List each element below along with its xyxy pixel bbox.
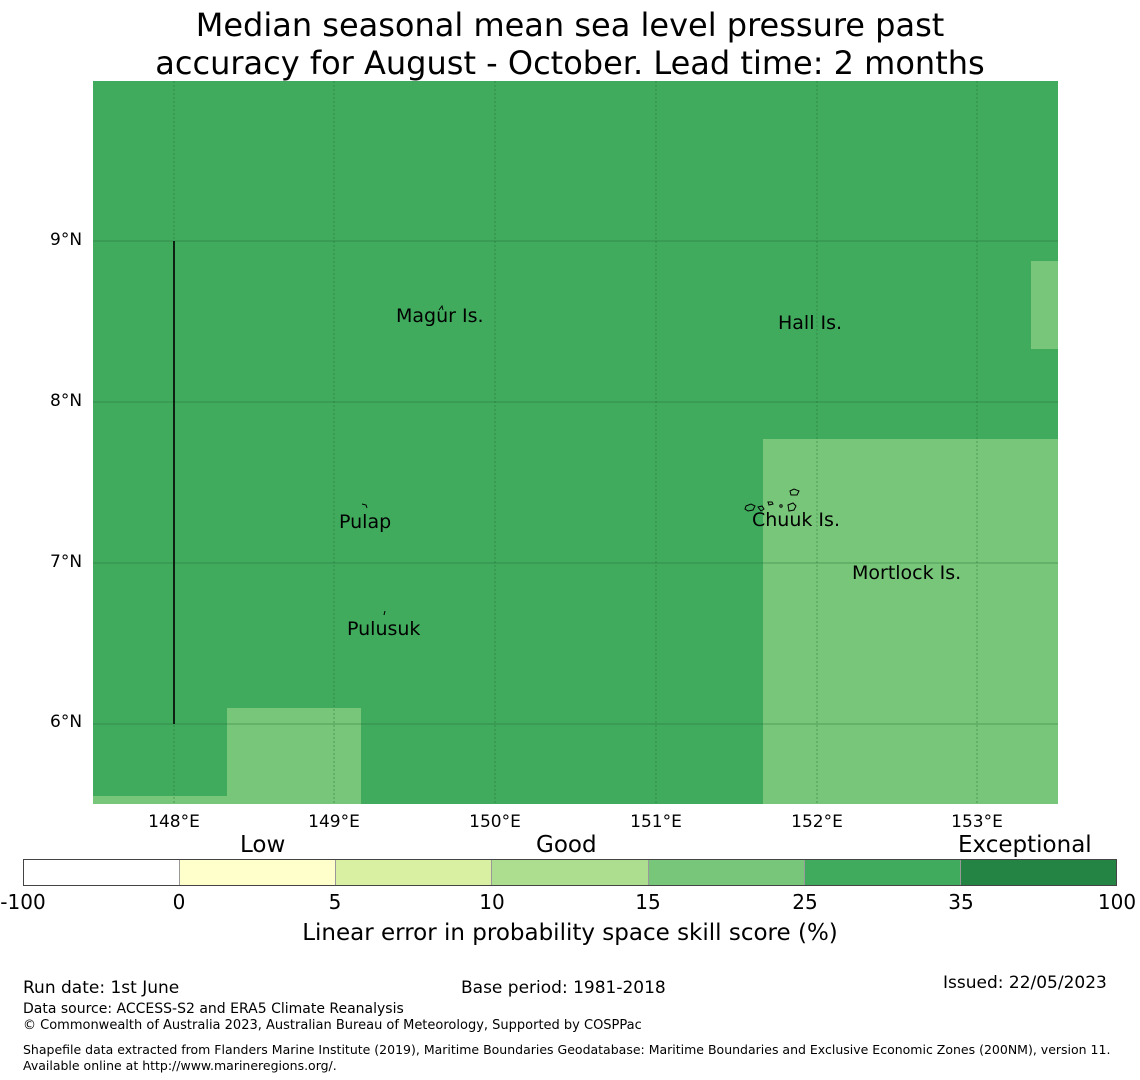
colorbar-swatch-5 [804, 860, 961, 885]
colorbar-tick: 25 [792, 890, 818, 914]
issued-date: Issued: 22/05/2023 [943, 973, 1107, 993]
lon-label-149e: 149°E [308, 812, 360, 832]
shapefile-credit: Shapefile data extracted from Flanders M… [23, 1042, 1111, 1073]
colorbar [23, 859, 1117, 886]
chuuk-island-6 [779, 504, 783, 508]
run-date: Run date: 1st June [23, 978, 180, 998]
place-label-pulap: Pulap [339, 511, 392, 533]
copyright: © Commonwealth of Australia 2023, Austra… [23, 1018, 642, 1033]
colorbar-swatch-6 [960, 860, 1116, 885]
colorbar-tick: 35 [948, 890, 974, 914]
colorbar-swatch-3 [492, 860, 649, 885]
place-label-hall: Hall Is. [778, 312, 843, 334]
lon-label-153e: 153°E [951, 812, 1003, 832]
lon-label-152e: 152°E [791, 812, 843, 832]
lat-label-9n: 9°N [50, 230, 83, 250]
chuuk-island-5 [787, 502, 797, 512]
colorbar-tick: 100 [1097, 890, 1137, 914]
lat-label-7n: 7°N [50, 552, 83, 572]
lat-label-8n: 8°N [50, 391, 83, 411]
title-line-2: accuracy for August - October. Lead time… [155, 44, 985, 82]
patch-south-edge [93, 796, 227, 804]
place-label-magur: Magur Is. [396, 305, 484, 327]
colorbar-swatch-4 [648, 860, 805, 885]
colorbar-swatch-1 [180, 860, 337, 885]
colorbar-category-good: Good [536, 832, 597, 858]
chuuk-island-2 [757, 505, 765, 512]
colorbar-label: Linear error in probability space skill … [302, 920, 838, 946]
title-line-1: Median seasonal mean sea level pressure … [195, 6, 945, 44]
data-source: Data source: ACCESS-S2 and ERA5 Climate … [23, 1001, 404, 1017]
lon-label-151e: 151°E [630, 812, 682, 832]
pulusuk-island [383, 610, 386, 616]
patch-southwest [227, 708, 361, 804]
patch-east-edge [1031, 261, 1058, 349]
chuuk-island-1 [744, 503, 756, 512]
gridlines [93, 81, 1058, 804]
colorbar-category-exceptional: Exceptional [958, 832, 1092, 858]
colorbar-tick: 0 [172, 890, 186, 914]
chuuk-island-4 [789, 488, 800, 496]
chart-title: Median seasonal mean sea level pressure … [0, 6, 1140, 82]
island-outlines [361, 304, 800, 616]
colorbar-swatch-2 [336, 860, 493, 885]
place-label-mortlock: Mortlock Is. [852, 562, 962, 584]
chuuk-island-3 [767, 501, 774, 506]
lon-label-148e: 148°E [148, 812, 200, 832]
colorbar-swatch-0 [24, 860, 181, 885]
colorbar-tick: 10 [479, 890, 505, 914]
lon-label-150e: 150°E [469, 812, 521, 832]
place-label-chuuk: Chuuk Is. [752, 509, 840, 531]
colorbar-category-low: Low [240, 832, 286, 858]
lat-label-6n: 6°N [50, 712, 83, 732]
colorbar-tick: 15 [635, 890, 661, 914]
patch-southeast [763, 439, 1058, 804]
map-area[interactable]: Magur Is. Hall Is. Pulap Chuuk Is. Mortl… [93, 81, 1058, 804]
base-period: Base period: 1981-2018 [461, 978, 666, 998]
colorbar-tick: 5 [328, 890, 342, 914]
pulap-island [361, 503, 368, 509]
colorbar-tick: -100 [0, 890, 46, 914]
place-label-pulusuk: Pulusuk [347, 618, 421, 640]
magur-island [438, 304, 444, 311]
map-svg [93, 81, 1058, 804]
